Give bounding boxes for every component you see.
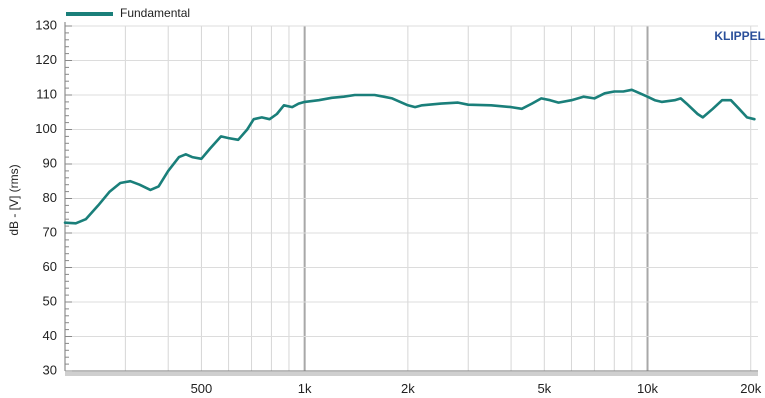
y-tick-label: 30 [43, 362, 57, 377]
x-tick-label: 20k [740, 381, 761, 396]
legend: Fundamental [66, 6, 190, 20]
legend-label-fundamental: Fundamental [120, 6, 190, 20]
x-tick-label: 2k [401, 381, 415, 396]
y-tick-label: 100 [35, 121, 57, 136]
y-tick-label: 80 [43, 190, 57, 205]
y-tick-label: 60 [43, 259, 57, 274]
axes [64, 22, 758, 376]
x-axis-band [65, 372, 758, 376]
series-group [63, 88, 756, 225]
brand-logo-klippel: KLIPPEL [714, 29, 765, 43]
y-axis-label: dB - [V] (rms) [7, 164, 21, 235]
x-tick-label: 1k [298, 381, 312, 396]
x-tick-labels: 500 1k 2k 5k 10k 20k [191, 381, 762, 396]
y-tick-label: 70 [43, 224, 57, 239]
x-tick-label: 500 [191, 381, 213, 396]
y-tick-label: 110 [36, 86, 57, 101]
y-tick-label: 50 [43, 293, 57, 308]
series-line-fundamental [63, 88, 756, 225]
y-tick-label: 130 [35, 17, 57, 32]
y-tick-label: 90 [43, 155, 57, 170]
x-tick-label: 5k [537, 381, 551, 396]
y-tick-labels: 30 40 50 60 70 80 90 100 110 120 130 [35, 17, 57, 377]
x-tick-label: 10k [637, 381, 658, 396]
y-tick-label: 40 [43, 328, 57, 343]
y-tick-label: 120 [35, 52, 57, 67]
